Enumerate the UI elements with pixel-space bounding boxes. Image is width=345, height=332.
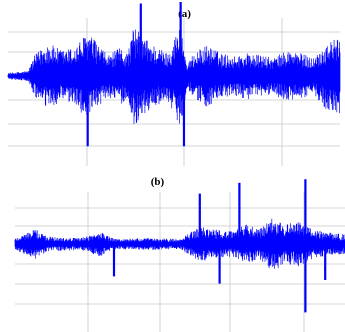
chart-a-waveform-series [7, 29, 341, 124]
waveform-panel-a: (a) [7, 2, 341, 166]
waveform-panel-b: (b) [0, 170, 345, 332]
waveform-chart-a [7, 2, 341, 166]
panel-label-b: (b) [150, 176, 165, 188]
chart-b-waveform-series [14, 218, 345, 269]
waveform-chart-b [14, 179, 345, 332]
